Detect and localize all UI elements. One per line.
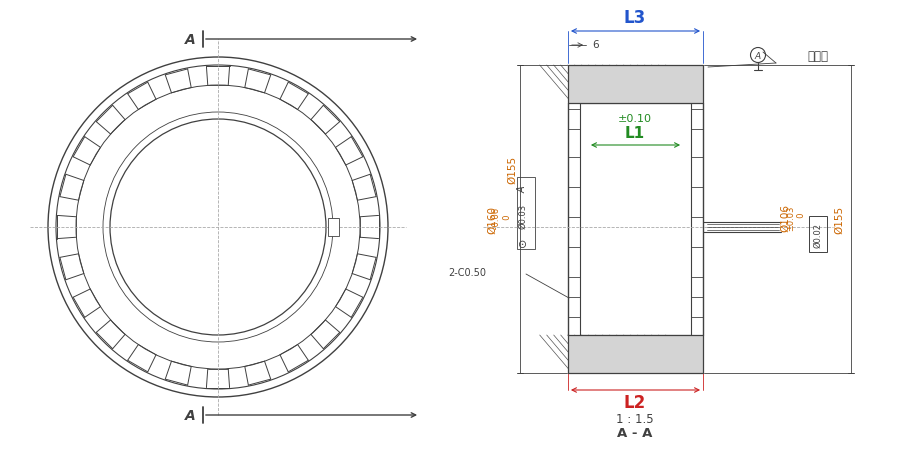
Text: Ø0.02: Ø0.02 (814, 222, 823, 247)
Text: 不灘封: 不灘封 (807, 50, 829, 62)
Text: Ø106: Ø106 (780, 203, 790, 232)
Text: L1: L1 (625, 125, 645, 140)
Text: Ø155: Ø155 (507, 156, 517, 184)
Text: L2: L2 (624, 393, 646, 411)
Text: 2-C0.50: 2-C0.50 (448, 268, 486, 278)
Text: 1 : 1.5: 1 : 1.5 (616, 413, 653, 425)
Text: L3: L3 (624, 9, 646, 27)
Text: A: A (518, 186, 528, 193)
Text: Ø155: Ø155 (834, 206, 844, 233)
Bar (568, 335, 703, 373)
Text: Ø0.03: Ø0.03 (518, 203, 527, 228)
Text: A: A (184, 33, 195, 47)
Bar (328, 218, 339, 237)
Text: A - A: A - A (617, 427, 652, 440)
Text: Ø160: Ø160 (487, 206, 497, 233)
Bar (568, 66, 703, 104)
Bar (517, 177, 535, 249)
Text: A: A (755, 51, 761, 61)
Text: ⊙: ⊙ (518, 237, 528, 246)
Text: A: A (184, 408, 195, 422)
Text: ±0.03
  0: ±0.03 0 (786, 205, 806, 230)
Text: 6: 6 (593, 40, 599, 50)
Bar (809, 217, 827, 253)
Text: ±0.10: ±0.10 (618, 114, 652, 124)
Text: -0.06
  0: -0.06 0 (492, 207, 512, 232)
